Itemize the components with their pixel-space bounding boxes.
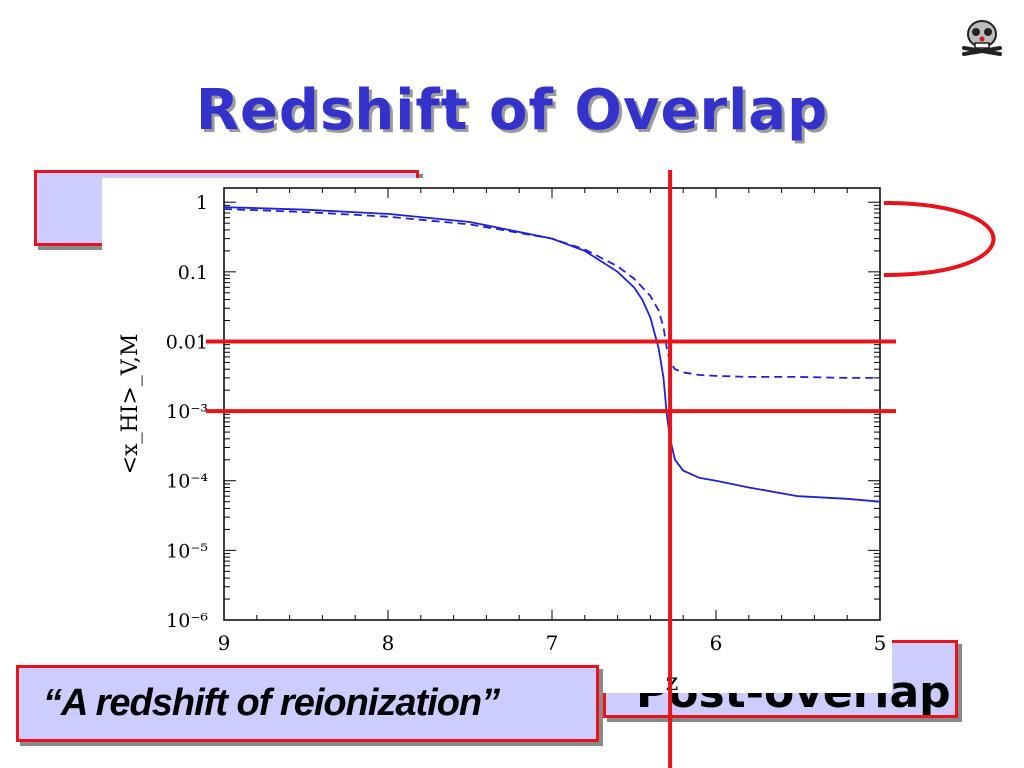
y-tick-label: 10⁻³ [166, 401, 208, 423]
y-tick-label: 10⁻⁶ [166, 610, 208, 632]
x-tick-label: 7 [546, 631, 559, 655]
reionization-quote-box: “A redshift of reionization” [16, 665, 599, 742]
x-tick-label: 9 [218, 631, 231, 655]
y-tick-label: 10⁻⁵ [166, 540, 208, 562]
slide-title: Redshift of Overlap [195, 78, 829, 143]
dashed-series-line [223, 208, 880, 379]
y-tick-label: 10⁻⁴ [166, 471, 208, 493]
x-tick-label: 8 [382, 631, 395, 655]
y-tick-label: 0.1 [178, 262, 208, 284]
skull-crossbones-logo-icon [962, 20, 1002, 56]
y-tick-label: 1 [196, 192, 208, 214]
x-tick-label: 5 [874, 631, 887, 655]
y-tick-label: 0.01 [166, 331, 208, 353]
bracket-arc [883, 201, 996, 277]
y-axis-label: <x_HI>_V,M [118, 334, 143, 475]
x-tick-label: 6 [710, 631, 723, 655]
solid-series-line [223, 206, 881, 503]
